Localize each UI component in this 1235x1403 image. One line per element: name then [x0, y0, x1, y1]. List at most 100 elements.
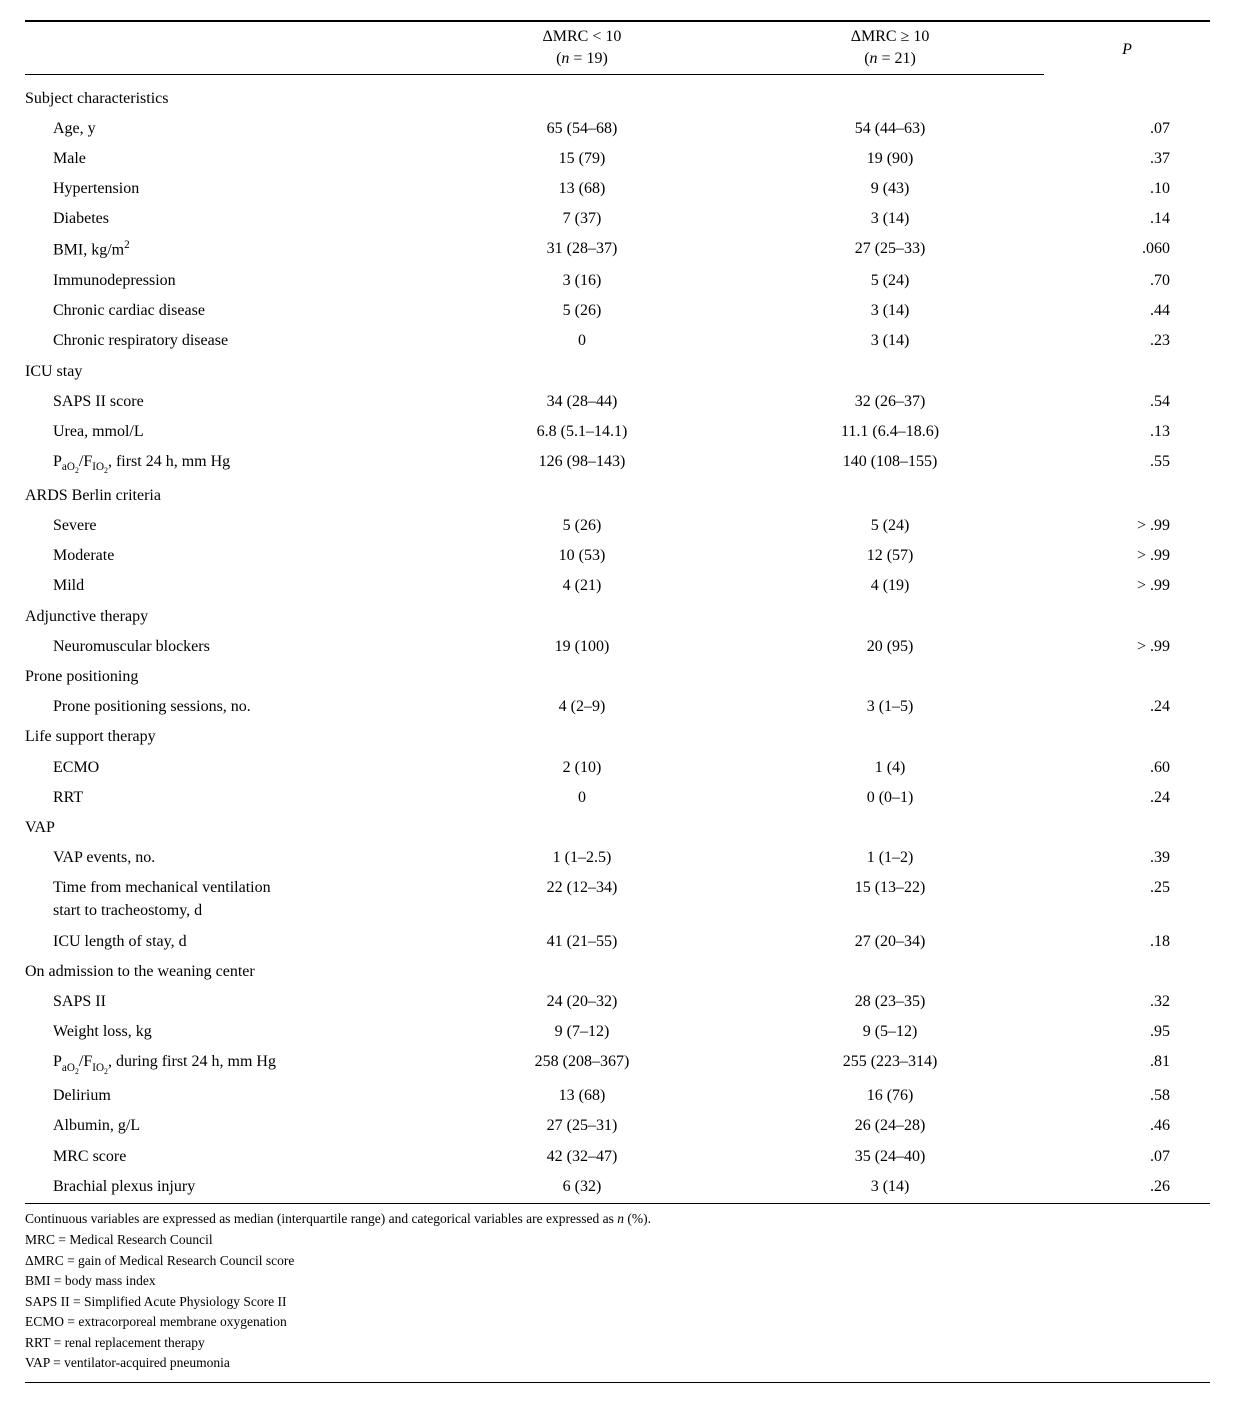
table-row: Prone positioning sessions, no.4 (2–9)3 …: [25, 692, 1210, 722]
cell-pvalue: .81: [1044, 1047, 1210, 1081]
cell-group1: 7 (37): [428, 204, 736, 234]
cell-pvalue: .32: [1044, 987, 1210, 1017]
cell-group1: 34 (28–44): [428, 386, 736, 416]
row-label: ECMO: [25, 752, 428, 782]
row-label: Age, y: [25, 113, 428, 143]
table-row: Chronic cardiac disease5 (26)3 (14).44: [25, 296, 1210, 326]
cell-pvalue: .14: [1044, 204, 1210, 234]
data-table: ΔMRC < 10 ΔMRC ≥ 10 P (n = 19) (n = 21) …: [25, 20, 1210, 1201]
row-label: BMI, kg/m2: [25, 234, 428, 266]
footnote-line: Continuous variables are expressed as me…: [25, 1209, 1210, 1229]
cell-group2: 32 (26–37): [736, 386, 1044, 416]
section-header: ARDS Berlin criteria: [25, 480, 1210, 510]
cell-group2: 54 (44–63): [736, 113, 1044, 143]
cell-pvalue: .24: [1044, 692, 1210, 722]
table-row: Diabetes7 (37)3 (14).14: [25, 204, 1210, 234]
cell-group2: 3 (14): [736, 296, 1044, 326]
cell-pvalue: .23: [1044, 326, 1210, 356]
cell-group2: 3 (14): [736, 326, 1044, 356]
cell-pvalue: > .99: [1044, 541, 1210, 571]
cell-group1: 5 (26): [428, 511, 736, 541]
cell-group1: 3 (16): [428, 265, 736, 295]
row-label: Urea, mmol/L: [25, 416, 428, 446]
cell-pvalue: > .99: [1044, 511, 1210, 541]
table-row: RRT00 (0–1).24: [25, 782, 1210, 812]
row-label: RRT: [25, 782, 428, 812]
cell-pvalue: .24: [1044, 782, 1210, 812]
row-label: SAPS II: [25, 987, 428, 1017]
cell-group2: 5 (24): [736, 511, 1044, 541]
table-row: Brachial plexus injury6 (32)3 (14).26: [25, 1171, 1210, 1201]
cell-group1: 2 (10): [428, 752, 736, 782]
cell-group1: 13 (68): [428, 174, 736, 204]
row-label: PaO2/FIO2, during first 24 h, mm Hg: [25, 1047, 428, 1081]
cell-group2: 16 (76): [736, 1081, 1044, 1111]
header-col2-line1: ΔMRC ≥ 10: [736, 21, 1044, 48]
row-label: Time from mechanical ventilationstart to…: [25, 873, 428, 926]
footnote-line: ΔMRC = gain of Medical Research Council …: [25, 1251, 1210, 1271]
table-row: Albumin, g/L27 (25–31)26 (24–28).46: [25, 1111, 1210, 1141]
row-label: VAP events, no.: [25, 843, 428, 873]
table-row: Hypertension13 (68)9 (43).10: [25, 174, 1210, 204]
row-label: Mild: [25, 571, 428, 601]
footnote-line: MRC = Medical Research Council: [25, 1230, 1210, 1250]
cell-group2: 20 (95): [736, 631, 1044, 661]
table-row: BMI, kg/m231 (28–37)27 (25–33).060: [25, 234, 1210, 266]
row-label: Hypertension: [25, 174, 428, 204]
cell-group2: 35 (24–40): [736, 1141, 1044, 1171]
cell-pvalue: > .99: [1044, 631, 1210, 661]
row-label: SAPS II score: [25, 386, 428, 416]
cell-pvalue: .60: [1044, 752, 1210, 782]
row-label: ICU length of stay, d: [25, 926, 428, 956]
table-row: PaO2/FIO2, during first 24 h, mm Hg258 (…: [25, 1047, 1210, 1081]
cell-pvalue: .54: [1044, 386, 1210, 416]
section-header: On admission to the weaning center: [25, 956, 1210, 986]
table-body: Subject characteristicsAge, y65 (54–68)5…: [25, 83, 1210, 1201]
footnote-line: SAPS II = Simplified Acute Physiology Sc…: [25, 1292, 1210, 1312]
cell-group1: 126 (98–143): [428, 447, 736, 481]
cell-pvalue: .10: [1044, 174, 1210, 204]
cell-group2: 3 (1–5): [736, 692, 1044, 722]
cell-group2: 27 (25–33): [736, 234, 1044, 266]
cell-group2: 28 (23–35): [736, 987, 1044, 1017]
cell-group1: 5 (26): [428, 296, 736, 326]
cell-group1: 27 (25–31): [428, 1111, 736, 1141]
cell-pvalue: .37: [1044, 143, 1210, 173]
cell-pvalue: .55: [1044, 447, 1210, 481]
cell-group1: 1 (1–2.5): [428, 843, 736, 873]
row-label: PaO2/FIO2, first 24 h, mm Hg: [25, 447, 428, 481]
row-label: Brachial plexus injury: [25, 1171, 428, 1201]
cell-group2: 255 (223–314): [736, 1047, 1044, 1081]
table-row: Severe5 (26)5 (24)> .99: [25, 511, 1210, 541]
cell-group2: 15 (13–22): [736, 873, 1044, 926]
row-label: Diabetes: [25, 204, 428, 234]
section-header: Adjunctive therapy: [25, 601, 1210, 631]
header-col1-line1: ΔMRC < 10: [428, 21, 736, 48]
cell-group2: 19 (90): [736, 143, 1044, 173]
header-col1-line2: (n = 19): [428, 48, 736, 75]
row-label: MRC score: [25, 1141, 428, 1171]
cell-group1: 6 (32): [428, 1171, 736, 1201]
footnotes: Continuous variables are expressed as me…: [25, 1203, 1210, 1383]
row-label: Chronic cardiac disease: [25, 296, 428, 326]
cell-group1: 4 (21): [428, 571, 736, 601]
cell-pvalue: .25: [1044, 873, 1210, 926]
section-header: Life support therapy: [25, 722, 1210, 752]
cell-group1: 6.8 (5.1–14.1): [428, 416, 736, 446]
cell-pvalue: .58: [1044, 1081, 1210, 1111]
table-row: ECMO2 (10)1 (4).60: [25, 752, 1210, 782]
cell-group2: 4 (19): [736, 571, 1044, 601]
header-col2-line2: (n = 21): [736, 48, 1044, 75]
cell-group1: 19 (100): [428, 631, 736, 661]
table-row: MRC score42 (32–47)35 (24–40).07: [25, 1141, 1210, 1171]
footnote-line: ECMO = extracorporeal membrane oxygenati…: [25, 1312, 1210, 1332]
cell-pvalue: .95: [1044, 1017, 1210, 1047]
cell-group2: 1 (4): [736, 752, 1044, 782]
cell-group2: 9 (43): [736, 174, 1044, 204]
cell-pvalue: > .99: [1044, 571, 1210, 601]
table-row: Mild4 (21)4 (19)> .99: [25, 571, 1210, 601]
cell-group2: 0 (0–1): [736, 782, 1044, 812]
cell-group2: 9 (5–12): [736, 1017, 1044, 1047]
cell-group1: 0: [428, 782, 736, 812]
table-row: SAPS II24 (20–32)28 (23–35).32: [25, 987, 1210, 1017]
